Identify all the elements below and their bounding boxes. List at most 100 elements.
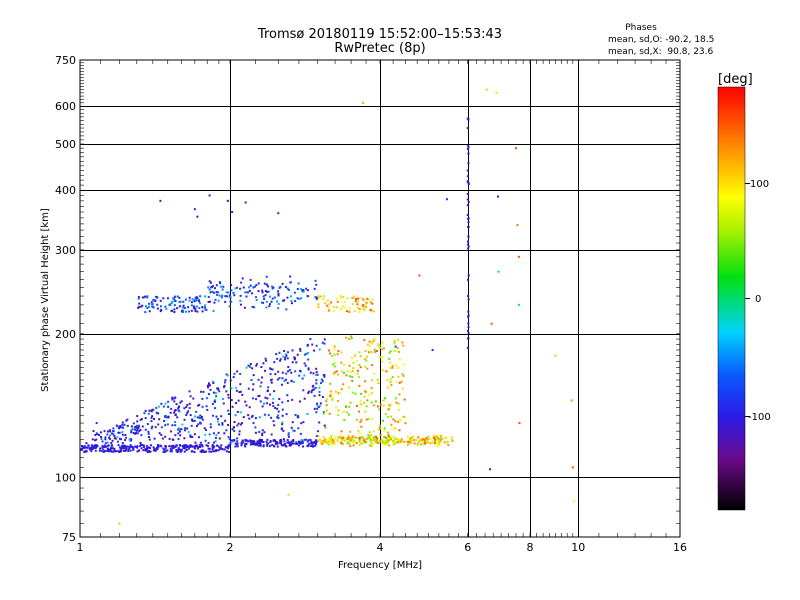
data-point (148, 449, 151, 452)
data-point (106, 433, 109, 436)
data-point (466, 180, 469, 183)
data-point (271, 368, 274, 371)
data-point (297, 282, 300, 285)
data-point (239, 390, 242, 393)
data-point (207, 447, 210, 450)
data-point (249, 365, 252, 368)
data-point (174, 421, 177, 424)
data-point (406, 443, 409, 446)
data-point (194, 441, 197, 444)
data-point (447, 444, 450, 447)
data-point (207, 382, 210, 385)
data-point (262, 301, 265, 304)
data-point (221, 422, 224, 425)
data-point (201, 405, 204, 408)
data-point (99, 447, 102, 450)
data-point (282, 355, 285, 358)
data-point (137, 296, 140, 299)
data-point (106, 449, 109, 452)
data-point (196, 445, 199, 448)
plot-frame (79, 59, 681, 538)
data-point (267, 386, 270, 389)
data-point (165, 307, 168, 310)
data-point (331, 440, 334, 443)
data-point (318, 438, 321, 441)
data-point (109, 448, 112, 451)
data-point (193, 433, 196, 436)
data-point (311, 388, 314, 391)
data-point (148, 438, 151, 441)
data-point (112, 433, 115, 436)
data-point (346, 411, 349, 414)
data-point (359, 420, 362, 423)
data-point (147, 432, 150, 435)
data-point (368, 340, 371, 343)
data-points (80, 88, 575, 525)
data-point (332, 441, 335, 444)
data-point (386, 440, 389, 443)
data-point (245, 366, 248, 369)
data-point (307, 358, 310, 361)
x-axis-label: Frequency [MHz] (338, 560, 422, 571)
data-point (296, 297, 299, 300)
data-point (278, 286, 281, 289)
data-point (274, 296, 277, 299)
data-point (172, 297, 175, 300)
data-point (269, 403, 272, 406)
data-point (347, 440, 350, 443)
data-point (322, 440, 325, 443)
data-point (427, 435, 430, 438)
data-point (102, 451, 105, 454)
data-point (351, 437, 354, 440)
data-point (359, 440, 362, 443)
y-tick-label: 500 (55, 138, 76, 151)
data-point (175, 449, 178, 452)
data-point (320, 441, 323, 444)
data-point (356, 404, 359, 407)
data-point (183, 306, 186, 309)
data-point (158, 405, 161, 408)
data-point (255, 398, 258, 401)
data-point (185, 406, 188, 409)
data-point (251, 439, 254, 442)
data-point (322, 297, 325, 300)
data-point (355, 436, 358, 439)
data-point (262, 444, 265, 447)
data-point (159, 299, 162, 302)
data-point (325, 404, 328, 407)
data-point (167, 405, 170, 408)
data-point (289, 444, 292, 447)
data-point (196, 310, 199, 313)
data-point (287, 288, 290, 291)
data-point (230, 300, 233, 303)
data-point (390, 438, 393, 441)
data-point (304, 364, 307, 367)
data-point (313, 441, 316, 444)
data-point (225, 450, 228, 453)
data-point (263, 282, 266, 285)
data-point (152, 449, 155, 452)
data-point (336, 306, 339, 309)
data-point (134, 432, 137, 435)
data-point (154, 299, 157, 302)
data-point (276, 357, 279, 360)
data-point (234, 414, 237, 417)
data-point (116, 425, 119, 428)
data-point (210, 286, 213, 289)
data-point (385, 437, 388, 440)
data-point (201, 445, 204, 448)
data-point (239, 383, 242, 386)
data-point (199, 414, 202, 417)
data-point (144, 311, 147, 314)
data-point (170, 430, 173, 433)
data-point (148, 409, 151, 412)
data-point (349, 401, 352, 404)
data-point (109, 434, 112, 437)
data-point (466, 147, 469, 150)
data-point (422, 442, 425, 445)
data-point (212, 446, 215, 449)
data-point (167, 415, 170, 418)
data-point (315, 298, 318, 301)
data-point (177, 438, 180, 441)
